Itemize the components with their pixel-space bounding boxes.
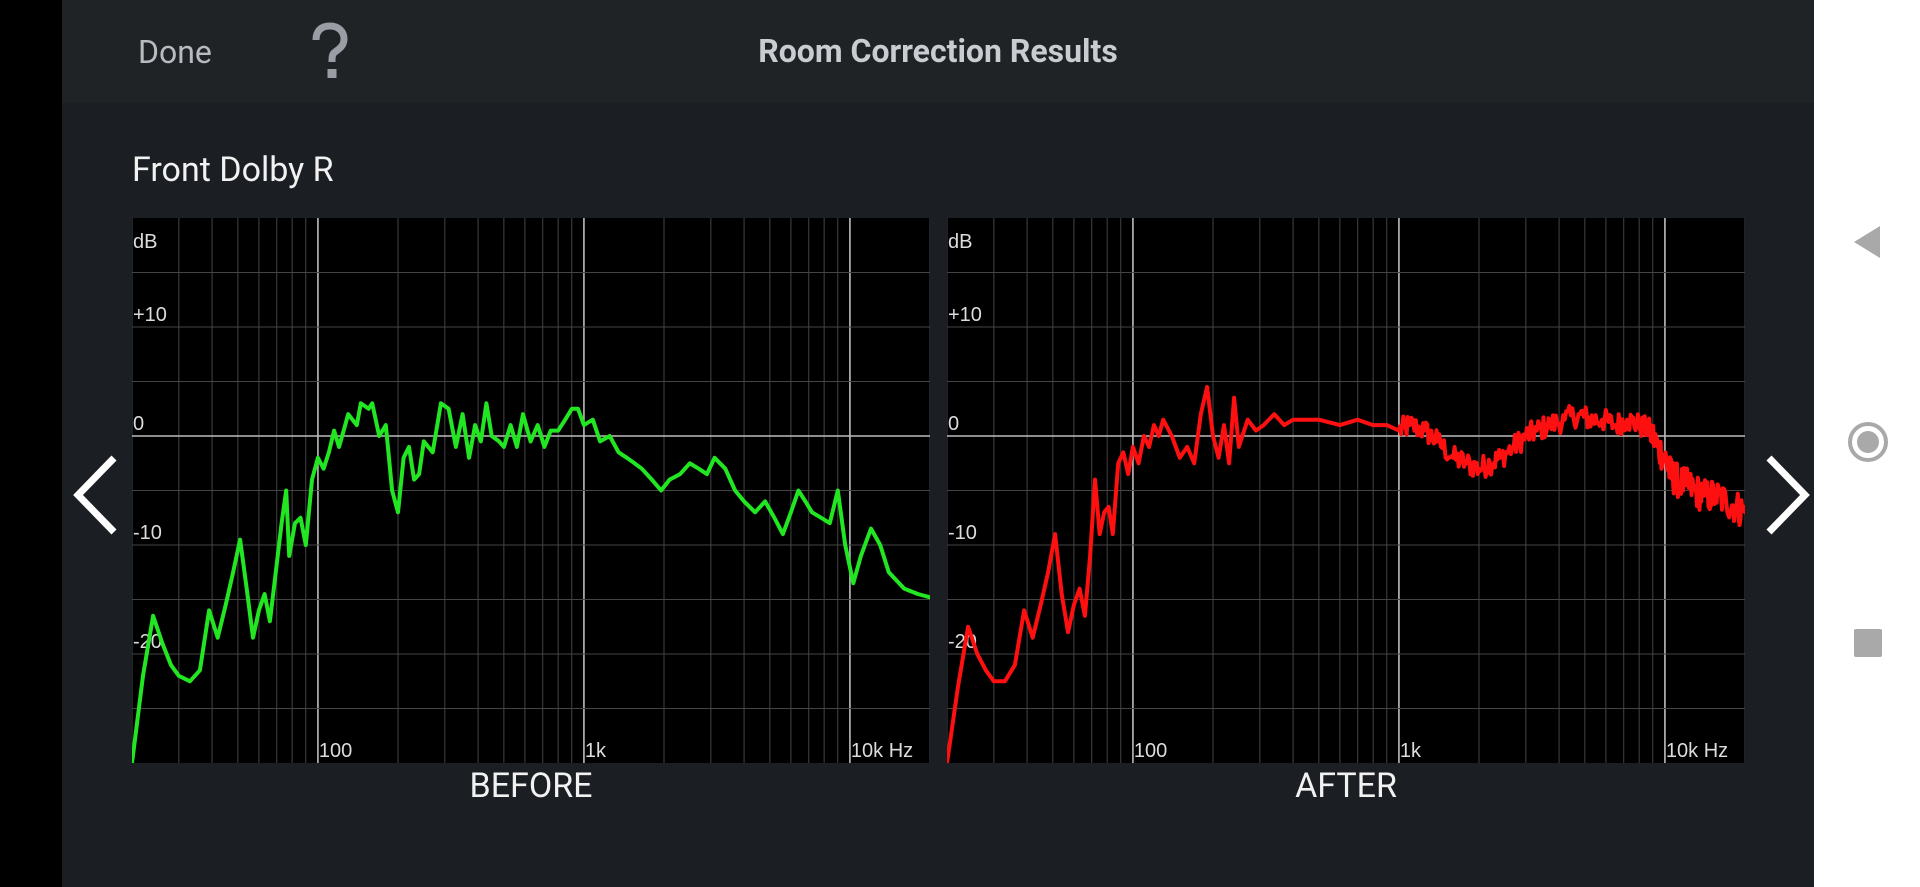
grid-lines: [132, 218, 930, 763]
screen-title: Room Correction Results: [758, 32, 1118, 70]
y-tick-label: 0: [948, 413, 959, 435]
x-tick-label: 10k Hz: [851, 740, 913, 762]
square-recents-icon[interactable]: [1846, 621, 1890, 665]
y-tick-label: -10: [133, 522, 162, 544]
y-tick-label: +10: [948, 304, 982, 326]
after-response-line: [947, 384, 1745, 763]
grid-lines: [947, 218, 1745, 763]
before-chart: +10 0 -10 -20 dB 100 1k 10k Hz: [132, 218, 930, 763]
x-tick-label: 10k Hz: [1666, 740, 1728, 762]
chevron-left-icon[interactable]: [68, 450, 128, 540]
after-chart: +10 0 -10 -20 dB 100 1k 10k Hz: [947, 218, 1745, 763]
x-tick-label: 1k: [1400, 740, 1422, 762]
y-tick-label: -10: [948, 522, 977, 544]
y-tick-label: +10: [133, 304, 167, 326]
circle-home-icon[interactable]: [1846, 420, 1890, 464]
before-response-line: [132, 401, 930, 763]
y-tick-label: 0: [133, 413, 144, 435]
before-caption: BEFORE: [469, 766, 593, 806]
y-unit-label: dB: [948, 231, 972, 253]
x-tick-label: 100: [319, 740, 352, 762]
chevron-right-icon[interactable]: [1755, 450, 1815, 540]
channel-name: Front Dolby R: [132, 150, 334, 190]
system-navigation-bar: [1814, 0, 1920, 887]
question-mark-icon[interactable]: [308, 22, 352, 82]
x-tick-label: 1k: [585, 740, 607, 762]
triangle-back-icon[interactable]: [1846, 220, 1890, 264]
room-correction-screen: Room Correction Results Done Front Dolby…: [62, 0, 1814, 887]
x-tick-label: 100: [1134, 740, 1167, 762]
done-button[interactable]: Done: [138, 33, 212, 71]
top-bar: Room Correction Results Done: [62, 0, 1814, 103]
y-unit-label: dB: [133, 231, 157, 253]
after-caption: AFTER: [1295, 766, 1397, 806]
